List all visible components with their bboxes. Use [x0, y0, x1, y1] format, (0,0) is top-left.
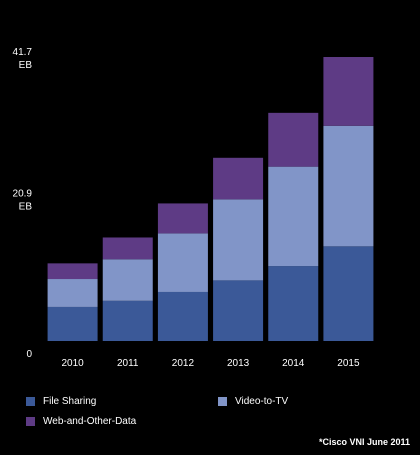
x-tick-label: 2014	[282, 358, 305, 369]
legend-label-video-to-tv: Video-to-TV	[235, 396, 289, 407]
bar-file-sharing-2012	[157, 291, 208, 341]
x-tick-label: 2013	[227, 358, 250, 369]
y-tick-label: 20.9 EB	[13, 189, 33, 213]
legend-item-file-sharing: File Sharing	[26, 396, 96, 407]
bar-web-and-other-data-2014	[268, 112, 319, 167]
bar-video-to-tv-2014	[268, 166, 319, 267]
bar-video-to-tv-2012	[157, 233, 208, 292]
y-tick-label: 41.7 EB	[13, 47, 33, 71]
x-tick-label: 2011	[117, 358, 139, 369]
y-tick-label: 0	[26, 349, 32, 360]
bar-video-to-tv-2011	[102, 259, 153, 301]
bar-file-sharing-2013	[213, 280, 264, 341]
x-tick-label: 2012	[172, 358, 195, 369]
legend-swatch-video-to-tv	[218, 397, 227, 406]
bar-video-to-tv-2010	[47, 279, 98, 307]
bar-file-sharing-2015	[323, 246, 374, 341]
bar-file-sharing-2014	[268, 266, 319, 341]
legend-label-web-and-other-data: Web-and-Other-Data	[43, 416, 137, 427]
legend-swatch-file-sharing	[26, 397, 35, 406]
bar-web-and-other-data-2011	[102, 237, 153, 260]
bar-file-sharing-2011	[102, 300, 153, 341]
source-note: *Cisco VNI June 2011	[318, 437, 410, 447]
bar-web-and-other-data-2013	[213, 157, 264, 200]
bar-video-to-tv-2013	[213, 199, 264, 281]
bar-file-sharing-2010	[47, 306, 98, 341]
bar-video-to-tv-2015	[323, 125, 374, 247]
bar-web-and-other-data-2012	[157, 203, 208, 234]
bar-web-and-other-data-2010	[47, 263, 98, 280]
x-tick-label: 2010	[61, 358, 84, 369]
legend-swatch-web-and-other-data	[26, 417, 35, 426]
legend-item-video-to-tv: Video-to-TV	[218, 396, 288, 407]
bar-web-and-other-data-2015	[323, 57, 374, 126]
x-tick-label: 2015	[337, 358, 360, 369]
legend-item-web-and-other-data: Web-and-Other-Data	[26, 416, 136, 427]
legend-label-file-sharing: File Sharing	[43, 396, 97, 407]
